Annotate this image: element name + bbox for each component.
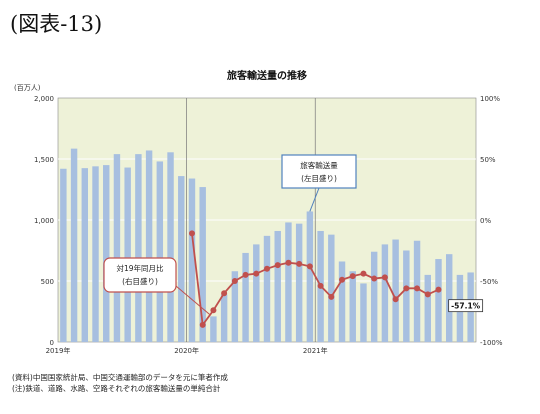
callout-bar-pointer: [309, 187, 320, 212]
bar: [403, 250, 410, 342]
line-point: [317, 282, 324, 289]
y-right-tick-label: 50%: [480, 156, 496, 164]
y-axis-unit-label: (百万人): [14, 84, 41, 92]
callout-bar-text: 旅客輸送量: [300, 160, 338, 170]
bar: [392, 239, 399, 342]
bar: [349, 271, 356, 342]
y-right-tick-label: -100%: [480, 339, 503, 347]
bar: [92, 166, 99, 342]
bar: [435, 259, 442, 342]
line-point: [285, 259, 292, 266]
bar: [156, 161, 164, 342]
line-point: [253, 270, 260, 277]
callout-line-subtext: (右目盛り): [122, 276, 158, 286]
bar: [199, 187, 206, 342]
line-point: [210, 307, 217, 314]
figure-label: (図表-13): [10, 12, 103, 36]
bar: [70, 148, 78, 342]
bar: [424, 274, 431, 342]
line-point: [264, 265, 270, 272]
bar: [295, 223, 303, 342]
line-point: [306, 263, 313, 270]
callout-line-text: 対19年同月比: [116, 263, 164, 273]
bar: [370, 251, 378, 342]
last-value-label: -57.1%: [451, 302, 481, 311]
bar: [445, 254, 453, 342]
y-left-tick-label: 2,000: [34, 95, 54, 103]
line-point: [296, 260, 303, 267]
bar: [145, 150, 153, 342]
bar: [103, 165, 110, 342]
method-note: (注)鉄道、道路、水路、空路それぞれの旅客輸送量の単純合計: [12, 384, 221, 393]
source-note: (資料)中国国家統計局、中国交通運輸部のデータを元に筆者作成: [12, 373, 228, 382]
bar: [381, 244, 389, 342]
y-right-tick-label: -50%: [480, 278, 498, 286]
x-year-label: 2021年: [303, 346, 328, 355]
bar: [360, 283, 367, 342]
bar: [124, 167, 131, 342]
line-point: [274, 262, 281, 269]
last-value-box: [448, 299, 484, 313]
y-right-tick-label: 0%: [480, 217, 491, 225]
line-point: [221, 290, 228, 297]
y-left-tick-label: 0: [50, 339, 54, 347]
line-point: [231, 278, 238, 284]
bar: [328, 234, 335, 342]
bar: [285, 222, 292, 342]
line-point: [414, 285, 421, 292]
line-point: [360, 270, 367, 277]
line-point: [339, 276, 346, 283]
bar: [274, 230, 281, 342]
line-point: [188, 230, 195, 237]
callout-pointer: [175, 285, 210, 315]
line-point: [392, 296, 399, 303]
y-left-tick-label: 1,000: [34, 217, 54, 225]
bar: [188, 178, 196, 342]
chart-title: 旅客輸送量の推移: [227, 69, 307, 82]
bar: [253, 244, 260, 342]
bar: [60, 168, 67, 342]
x-year-label: 2020年: [174, 346, 199, 355]
bar: [167, 152, 174, 342]
line-point: [403, 285, 410, 292]
line-point: [424, 291, 431, 298]
callout-line-box: [103, 257, 177, 293]
line-point: [349, 273, 356, 280]
bar: [306, 211, 314, 342]
bar: [242, 252, 249, 342]
bar: [338, 261, 346, 342]
line-point: [371, 275, 378, 282]
bar: [210, 316, 217, 342]
chart-notes: (資料)中国国家統計局、中国交通運輸部のデータを元に筆者作成 (注)鉄道、道路、…: [12, 372, 228, 394]
callout-bar-box: [281, 154, 357, 189]
callout-bar-subtext: (左目盛り): [301, 173, 337, 183]
y-left-tick-label: 1,500: [34, 156, 54, 164]
line-point: [199, 321, 206, 328]
line-point: [381, 274, 388, 281]
chart: 旅客輸送量の推移 (百万人) 0 500 1,000 1,500 2,000 -100% -50…: [14, 69, 503, 355]
y-left-tick-label: 500: [41, 278, 54, 286]
line-point: [242, 271, 249, 278]
bar: [263, 235, 271, 342]
bar: [135, 154, 142, 342]
x-year-label: 2019年: [46, 346, 71, 355]
bar: [81, 168, 89, 342]
bar: [113, 154, 121, 342]
bar: [178, 176, 185, 342]
line-point: [435, 286, 442, 293]
bar: [413, 240, 421, 342]
y-right-tick-label: 100%: [480, 95, 500, 103]
line-point: [328, 293, 335, 300]
bar: [231, 271, 239, 342]
bar: [220, 294, 228, 342]
